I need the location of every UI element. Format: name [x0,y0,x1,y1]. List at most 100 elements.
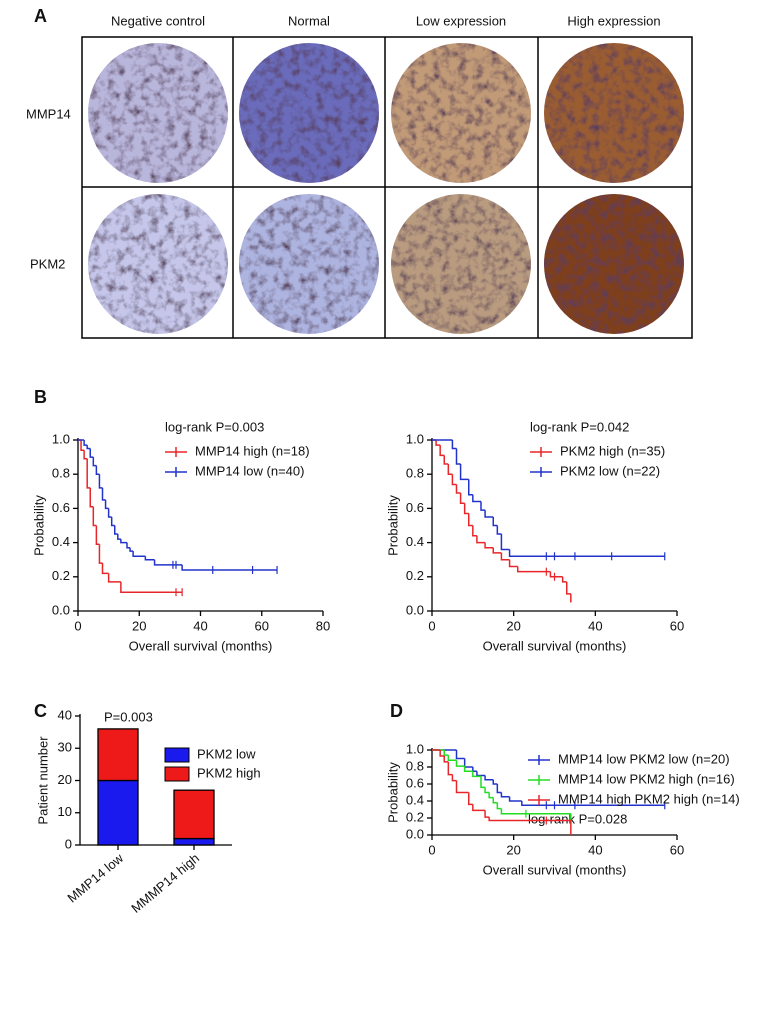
y-tick-label: 0.2 [406,809,424,824]
survival-step [488,792,494,799]
legend-symbol [528,755,550,765]
legend-label: PKM2 low (n=22) [560,463,660,478]
survival-step [439,445,445,457]
survival-step [496,525,502,535]
y-tick-label: 0.6 [406,500,424,515]
survival-step [443,755,449,763]
x-tick-label: 60 [255,618,269,633]
survival-step [89,487,94,508]
panel-label: B [34,387,47,407]
survival-step [443,750,449,756]
y-tick-label: 0.4 [52,534,70,549]
survival-step [472,771,481,778]
survival-step [132,551,146,558]
survival-step [492,779,498,785]
survival-step [463,766,473,772]
x-tick-label: 60 [670,842,684,857]
x-tick-label: 0 [428,842,435,857]
survival-step [92,506,97,527]
survival-step [120,581,183,593]
y-axis-label: Probability [385,762,400,823]
survival-step [89,448,94,458]
survival-step [443,455,449,465]
legend-symbol [528,775,550,785]
survival-step [488,817,571,822]
y-tick-label: 0.2 [52,568,70,583]
legend-swatch [164,766,190,782]
legend-label: MMP14 high PKM2 high (n=14) [558,791,740,806]
survival-step [468,479,473,496]
x-axis-label: Overall survival (months) [129,638,273,653]
survival-step [153,559,183,566]
y-tick-label: 0.0 [52,602,70,617]
survival-step [484,775,494,781]
survival-step [451,774,457,782]
x-tick-label: 0 [74,618,81,633]
row-label: MMP14 [26,106,71,121]
legend-symbol [165,467,187,477]
y-tick-label: 0.0 [406,602,424,617]
legend-symbol [165,447,187,457]
survival-step [455,780,469,794]
survival-step [101,563,109,575]
annotation: log-rank P=0.028 [528,811,627,826]
survival-step [508,796,522,802]
x-tick-label: 40 [193,618,207,633]
y-tick-label: 0.6 [406,775,424,790]
survival-step [566,581,571,595]
panel-label: A [34,6,47,26]
survival-step [500,792,510,798]
x-axis-label: Overall survival (months) [483,638,627,653]
survival-step [521,801,665,806]
survival-step [117,534,121,540]
survival-step [455,760,465,767]
survival-step [472,767,477,772]
x-tick-label: 20 [506,618,520,633]
row-label: PKM2 [30,256,65,271]
column-label: Normal [288,13,330,28]
survival-step [451,440,457,450]
survival-step [455,484,461,494]
x-tick-label: 40 [588,618,602,633]
survival-step [455,750,465,760]
panel-label: C [34,701,47,721]
survival-step [83,450,88,460]
y-tick-label: 0.4 [406,534,424,549]
x-tick-label: 20 [132,618,146,633]
y-tick-label: 0.4 [406,792,424,807]
y-tick-label: 1.0 [406,431,424,446]
x-axis-label: Overall survival (months) [483,862,627,877]
y-tick-label: 0.6 [52,500,70,515]
survival-step [496,802,502,810]
survival-step [98,474,103,489]
survival-step [492,797,498,804]
x-tick-label: MMP14 low [64,850,126,906]
y-tick-label: 30 [58,740,72,755]
survival-step [92,457,97,467]
survival-step [472,525,477,537]
survival-step [484,810,490,818]
survival-step [80,440,85,452]
column-label: Low expression [416,13,506,28]
survival-step [459,493,465,505]
legend-symbol [530,467,552,477]
survival-step [484,542,494,549]
y-tick-label: 0.8 [406,466,424,481]
survival-step [463,758,473,768]
legend-label: MMP14 high (n=18) [195,443,310,458]
y-tick-label: 10 [58,804,72,819]
survival-step [107,573,121,583]
bar-segment [173,837,215,846]
y-axis-label: Probability [31,495,46,556]
y-axis-label: Patient number [35,736,50,825]
annotation: log-rank P=0.042 [530,419,629,434]
y-tick-label: 0 [65,836,72,851]
survival-step [459,463,469,481]
bar-segment [97,728,139,782]
survival-step [500,808,571,815]
survival-step [492,516,498,527]
survival-step [129,547,134,552]
survival-step [435,440,441,446]
y-tick-label: 40 [58,707,72,722]
